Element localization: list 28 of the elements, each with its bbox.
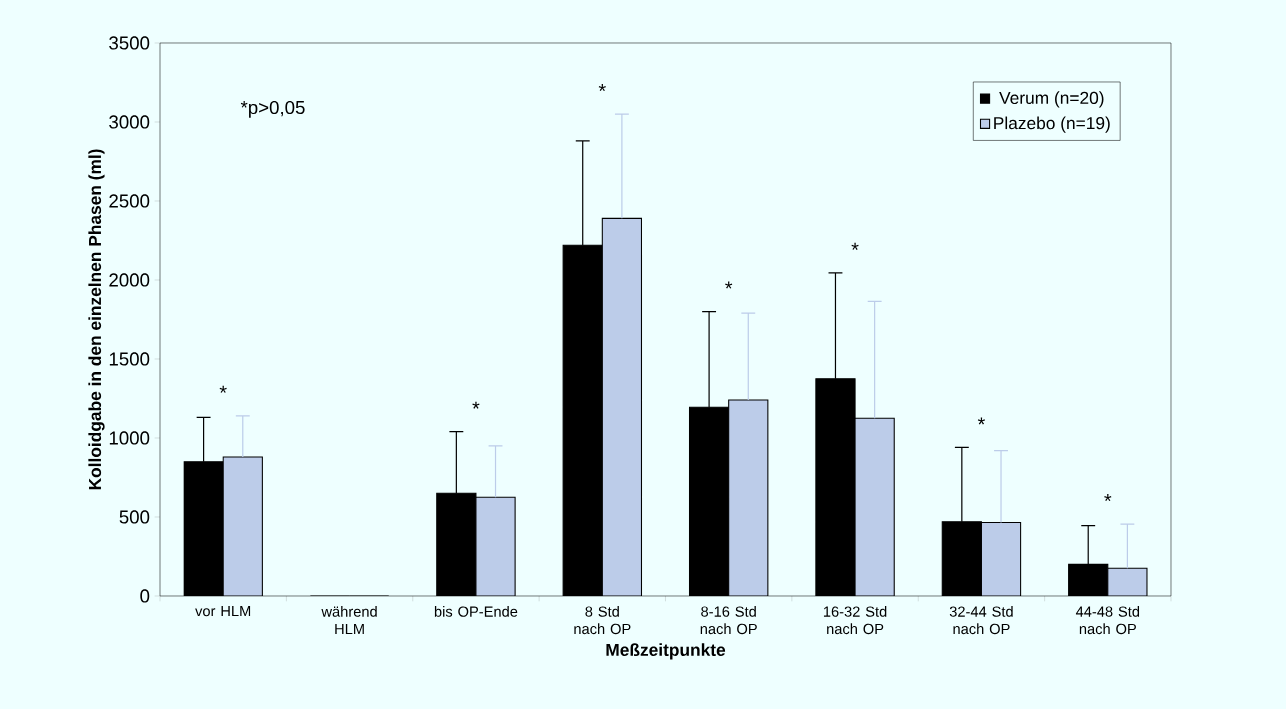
annotation: * [851, 242, 859, 250]
annotation: * [1104, 494, 1112, 502]
x-tick-label: während HLM [321, 606, 377, 634]
annotation: * [725, 281, 733, 289]
legend-label: Verum (n=20) [999, 91, 1104, 108]
annotation: * [598, 84, 606, 92]
x-tick-label: vor HLM [195, 606, 251, 617]
y-tick-label: 1500 [109, 352, 150, 366]
y-tick-label: 2000 [109, 273, 150, 287]
annotation: * [472, 401, 480, 409]
y-tick-label: 1000 [109, 431, 150, 445]
x-axis-title: Meßzeitpunkte [606, 643, 726, 660]
annotation: *p>0,05 [240, 100, 305, 118]
x-tick-label: 44-48 Std nach OP [1075, 606, 1140, 635]
x-tick-label: bis OP-Ende [434, 606, 518, 617]
annotation: * [977, 417, 985, 425]
y-tick-label: 3000 [109, 115, 150, 129]
y-tick-label: 500 [119, 510, 150, 524]
x-tick-label: 16-32 Std nach OP [823, 606, 887, 635]
annotation: * [219, 385, 227, 393]
y-axis-title: Kolloidgabe in den einzelnen Phasen (ml) [88, 149, 105, 490]
x-tick-label: 8-16 Std nach OP [700, 606, 757, 635]
y-tick-label: 2500 [109, 194, 150, 208]
x-tick-label: 32-44 Std nach OP [949, 606, 1013, 635]
x-tick-label: 8 Std nach OP [574, 606, 631, 635]
y-tick-label: 0 [140, 589, 150, 603]
y-tick-label: 3500 [109, 36, 150, 50]
legend-label: Plazebo (n=19) [994, 116, 1110, 133]
